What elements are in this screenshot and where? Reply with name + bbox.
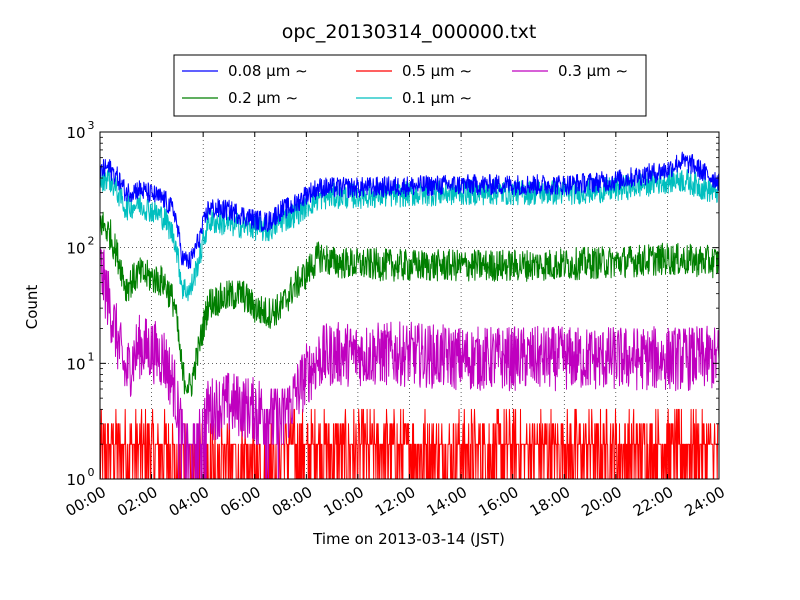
x-tick-label: 04:00 — [166, 483, 212, 520]
y-tick-exponent: 0 — [88, 466, 95, 479]
x-tick-label: 20:00 — [578, 483, 624, 520]
x-tick-label: 10:00 — [320, 483, 366, 520]
x-tick-label: 06:00 — [217, 483, 263, 520]
x-tick-label: 02:00 — [114, 483, 160, 520]
legend-label: 0.2 µm ∼ — [228, 89, 298, 107]
legend-label: 0.5 µm ∼ — [402, 62, 472, 80]
y-tick-exponent: 2 — [88, 235, 95, 248]
x-tick-label: 22:00 — [630, 483, 676, 520]
y-tick-label: 10 — [66, 124, 85, 142]
y-tick-label: 10 — [66, 471, 85, 489]
plot-area — [99, 151, 720, 480]
x-tick-label: 08:00 — [269, 483, 315, 520]
series-line — [99, 151, 720, 270]
x-tick-label: 18:00 — [527, 483, 573, 520]
legend-label: 0.3 µm ∼ — [558, 62, 628, 80]
y-tick-exponent: 3 — [88, 119, 95, 132]
y-tick-label: 10 — [66, 240, 85, 258]
x-axis-label: Time on 2013-03-14 (JST) — [312, 530, 505, 548]
legend-label: 0.08 µm ∼ — [228, 62, 308, 80]
series-line — [99, 211, 720, 397]
legend: 0.08 µm ∼ 0.2 µm ∼ 0.5 µm ∼ 0.1 µm ∼ 0.3 µm … — [173, 54, 647, 117]
x-tick-label: 12:00 — [372, 483, 418, 520]
chart-title: opc_20130314_000000.txt — [282, 21, 537, 43]
legend-frame — [173, 54, 647, 117]
x-tick-label: 14:00 — [424, 483, 470, 520]
series-line — [99, 166, 720, 302]
y-tick-exponent: 1 — [88, 350, 95, 363]
y-axis-label: Count — [23, 285, 41, 330]
x-tick-label: 16:00 — [475, 483, 521, 520]
legend-label: 0.1 µm ∼ — [402, 89, 472, 107]
series-line — [99, 248, 720, 480]
x-tick-label: 24:00 — [682, 483, 728, 520]
y-tick-label: 10 — [66, 355, 85, 373]
